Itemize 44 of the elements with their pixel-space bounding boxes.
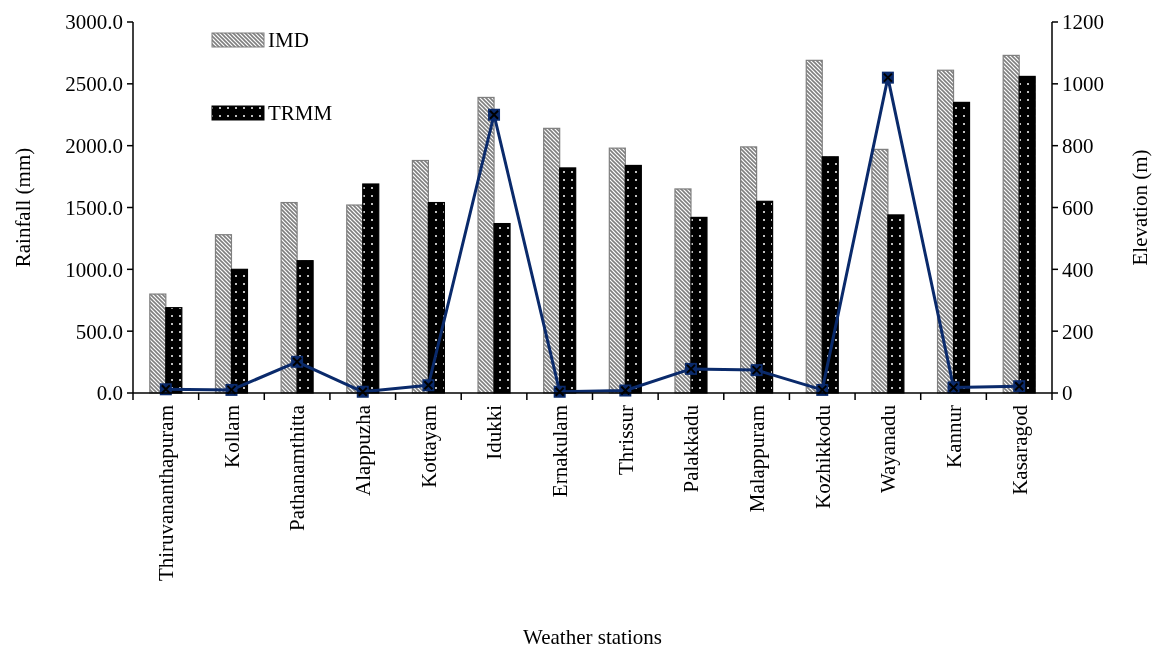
- y-tick-label: 1500.0: [65, 195, 123, 220]
- y2-tick-label: 400: [1062, 257, 1094, 282]
- y2-tick-label: 200: [1062, 319, 1094, 344]
- y-tick-label: 2000.0: [65, 134, 123, 159]
- x-tick-label: Kozhikkodu: [810, 404, 835, 509]
- x-tick-label: Ernakulam: [548, 405, 573, 498]
- bar: [674, 188, 692, 394]
- x-tick-label: Kollam: [219, 405, 244, 468]
- x-tick-label: Kottayam: [416, 405, 441, 488]
- x-tick-label: Alappuzha: [351, 404, 376, 496]
- y-tick-label: 1000.0: [65, 257, 123, 282]
- bar: [1002, 54, 1020, 394]
- bar: [280, 201, 298, 394]
- y-tick-label: 2500.0: [65, 72, 123, 97]
- x-tick-label: Thiruvananthapuram: [154, 405, 179, 582]
- y-axis-title: Rainfall (mm): [11, 147, 35, 268]
- legend-label: TRMM: [268, 101, 333, 126]
- x-tick-label: Palakkadu: [679, 404, 704, 493]
- y-tick-label: 500.0: [75, 319, 123, 344]
- y-tick-label: 3000.0: [65, 10, 123, 35]
- x-tick-label: Thrissur: [613, 405, 638, 475]
- y2-tick-label: 600: [1062, 195, 1094, 220]
- y2-tick-label: 1000: [1062, 72, 1104, 97]
- y2-tick-label: 1200: [1062, 10, 1104, 35]
- bar: [477, 96, 495, 394]
- y2-tick-label: 800: [1062, 134, 1094, 159]
- x-tick-label: Idukki: [482, 404, 507, 460]
- y2-axis-title: Elevation (m): [1128, 149, 1152, 266]
- x-tick-label: Pathanamthitta: [285, 404, 310, 531]
- bar: [805, 59, 823, 394]
- bar: [214, 234, 233, 394]
- y2-tick-label: 0: [1062, 381, 1073, 406]
- bar: [871, 148, 889, 394]
- bar: [411, 159, 429, 394]
- x-tick-label: Kannur: [941, 405, 966, 468]
- bar: [346, 204, 364, 394]
- x-axis-title: Weather stations: [523, 625, 662, 649]
- x-tick-label: Wayanadu: [876, 404, 901, 494]
- x-tick-label: Kasaragod: [1007, 404, 1032, 495]
- bar: [740, 146, 758, 394]
- y-tick-label: 0.0: [96, 381, 123, 406]
- legend-label: IMD: [268, 28, 309, 53]
- bar: [149, 293, 167, 394]
- x-tick-label: Malappuram: [744, 405, 769, 513]
